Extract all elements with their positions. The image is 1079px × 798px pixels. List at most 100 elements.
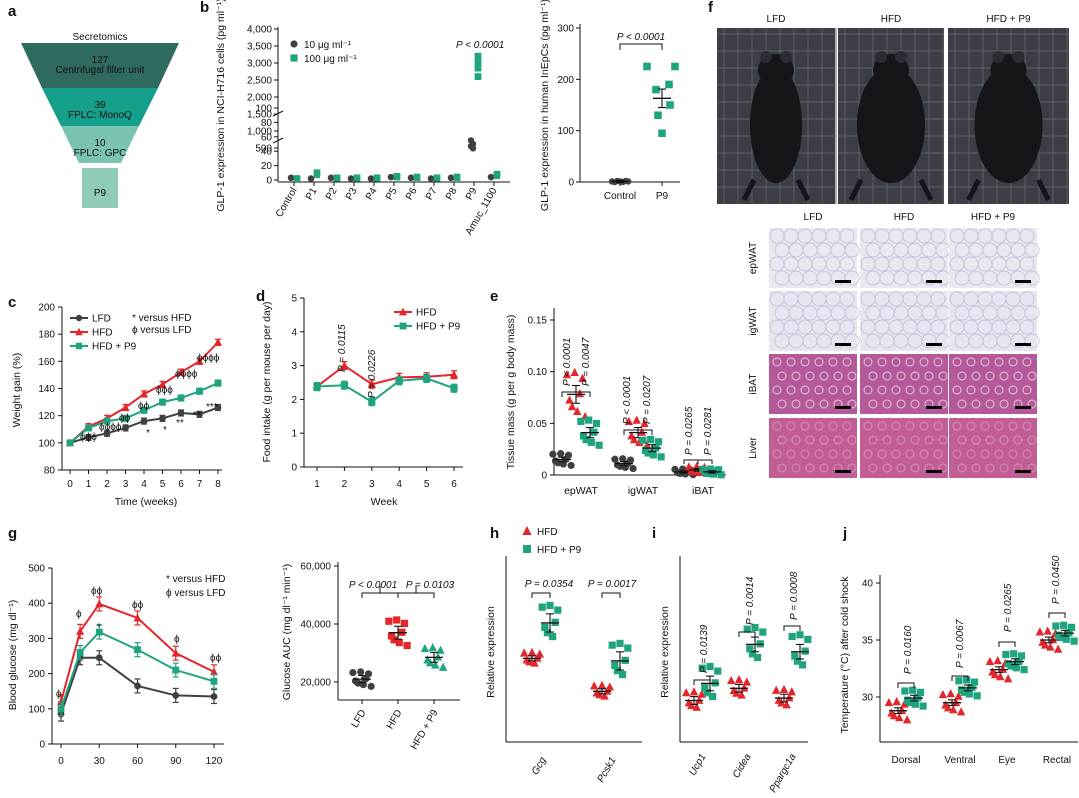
histology-cell — [844, 270, 860, 286]
data-point-100ug — [414, 174, 420, 181]
data-point-hfd — [734, 675, 744, 684]
legend-label: HFD — [416, 308, 437, 319]
y-tick-label: 80 — [44, 466, 56, 477]
histology-cell — [877, 449, 887, 459]
data-point-HFD + P9 — [210, 677, 218, 685]
data-point-p9 — [970, 678, 979, 686]
histology-cell — [828, 421, 838, 431]
data-point-p9 — [804, 635, 812, 643]
histology-cell — [905, 385, 915, 395]
data-point-hfd — [949, 705, 958, 714]
histology-cell — [1022, 385, 1032, 395]
data-point-HFD + P9 — [657, 453, 665, 461]
histology-cell — [994, 449, 1004, 459]
data-point-HFD + P9 — [433, 652, 443, 661]
histology-cell — [891, 421, 901, 431]
data-point-HFD — [562, 370, 572, 379]
funnel-final-label: P9 — [94, 188, 107, 199]
x-tick-label: 4 — [141, 479, 147, 490]
histology-cell — [786, 449, 796, 459]
y-tick-label: 100 — [38, 438, 55, 449]
y-tick-label: 3 — [291, 361, 297, 372]
data-point-100ug — [434, 175, 440, 182]
y-axis-title: Relative expression — [485, 606, 497, 698]
data-point-HFD + P9 — [428, 642, 437, 652]
data-point-hfd — [535, 649, 544, 658]
x-tick-label: Ventral — [944, 755, 975, 766]
histology-cell — [891, 449, 901, 459]
y-tick-label: 100 — [28, 704, 45, 715]
data-point-100ug — [374, 175, 380, 182]
data-point-hfd — [605, 682, 614, 691]
data-point-HFD + P9 — [707, 465, 715, 473]
histology-image — [769, 418, 857, 478]
data-point-hfd — [1048, 635, 1058, 644]
data-point-hfd — [740, 683, 749, 692]
histology-cell — [999, 399, 1009, 409]
histology-cell — [1013, 435, 1023, 445]
data-point-HFD + P9 — [140, 406, 148, 414]
data-point-HFD — [195, 356, 204, 365]
histology-cell — [1022, 357, 1032, 367]
histology-cell — [896, 399, 906, 409]
histology-cell — [842, 357, 852, 367]
scale-bar — [926, 343, 942, 346]
histology-cell — [814, 421, 824, 431]
histology-image — [949, 418, 1037, 478]
legend-label: HFD + P9 — [537, 545, 582, 556]
data-point-HFD + P9 — [582, 436, 590, 444]
panel-letter-a: a — [8, 3, 17, 20]
histology-cell — [1024, 242, 1040, 258]
data-point-p9 — [698, 664, 706, 672]
data-point-HFD + P9 — [134, 646, 141, 654]
data-point-LFD — [629, 464, 637, 473]
histology-cell — [985, 399, 995, 409]
histology-cell — [952, 357, 962, 367]
p-value-annotation: P = 0.0265 — [1003, 583, 1014, 632]
mouse-ear — [895, 51, 907, 63]
panel-letter-h: h — [490, 525, 499, 542]
significance-bracket — [575, 391, 591, 397]
y-tick-label: 0 — [39, 740, 45, 751]
data-point-p9 — [759, 628, 767, 636]
data-point-p9 — [714, 667, 722, 675]
data-point-p9 — [1012, 664, 1020, 672]
histology-cell — [1008, 357, 1018, 367]
data-point-p9 — [619, 670, 627, 679]
y-axis-title: Food intake (g per mouse per day) — [261, 301, 273, 462]
significance-bracket — [361, 592, 399, 598]
histology-cell — [1022, 421, 1032, 431]
x-tick-label: Eye — [998, 755, 1016, 766]
data-point-HFD — [403, 641, 411, 650]
data-point-100ug — [354, 175, 360, 182]
x-tick-label: HFD — [385, 708, 405, 731]
histology-cell — [786, 421, 796, 431]
y-tick-label: 40 — [862, 579, 874, 590]
data-point-HFD + P9 — [644, 449, 652, 457]
histology-cell — [971, 463, 981, 473]
data-point-p9 — [658, 129, 666, 138]
y-tick-label: 4,000 — [247, 25, 272, 36]
data-point-HFD + P9 — [577, 417, 585, 425]
histology-cell — [868, 371, 878, 381]
histology-cell — [1024, 270, 1040, 286]
significance-bracket — [1048, 612, 1066, 618]
x-tick-label: P8 — [444, 186, 460, 202]
histology-cell — [791, 371, 801, 381]
legend-marker-p9 — [523, 545, 531, 553]
funnel-stage-3 — [61, 126, 139, 163]
data-point-LFD — [557, 450, 565, 458]
x-axis-title: Time (weeks) — [115, 496, 178, 508]
data-point-LFD — [349, 668, 357, 677]
scale-bar — [1015, 470, 1031, 473]
x-tick-label: 3 — [123, 479, 129, 490]
histology-cell — [910, 463, 920, 473]
x-tick-label: 6 — [178, 479, 184, 490]
histology-cell — [839, 319, 855, 335]
significance-marker: * — [146, 428, 150, 439]
histology-cell — [985, 435, 995, 445]
data-point-p9 — [909, 686, 917, 694]
data-point-HFD + P9 — [172, 666, 180, 674]
x-tick-label: 4 — [396, 479, 402, 490]
data-point-100ug — [474, 52, 482, 60]
